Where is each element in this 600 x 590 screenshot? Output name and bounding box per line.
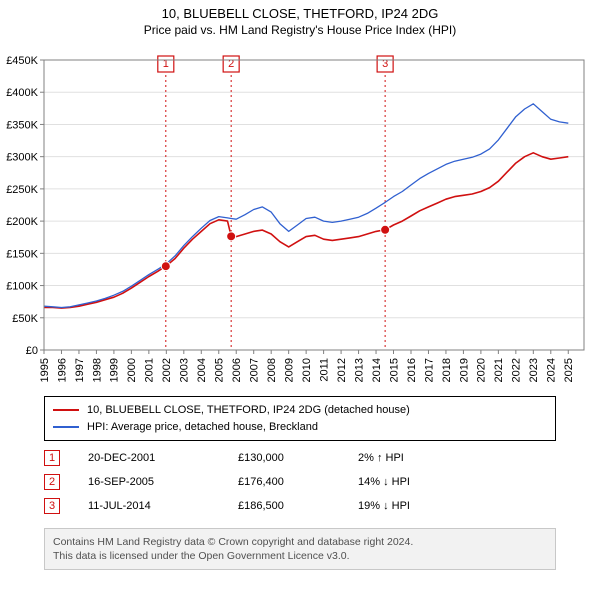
svg-text:2015: 2015 [388, 358, 400, 382]
chart-legend: 10, BLUEBELL CLOSE, THETFORD, IP24 2DG (… [44, 396, 556, 441]
footer-line: Contains HM Land Registry data © Crown c… [53, 535, 547, 549]
svg-text:1995: 1995 [39, 358, 51, 382]
chart-subtitle: Price paid vs. HM Land Registry's House … [0, 23, 600, 37]
svg-text:£450K: £450K [6, 55, 38, 67]
svg-text:1999: 1999 [109, 358, 121, 382]
transaction-price: £176,400 [238, 476, 358, 488]
chart-title: 10, BLUEBELL CLOSE, THETFORD, IP24 2DG [0, 6, 600, 21]
svg-text:2011: 2011 [318, 358, 330, 382]
svg-text:£150K: £150K [6, 248, 38, 260]
svg-text:1998: 1998 [91, 358, 103, 382]
svg-text:2017: 2017 [423, 358, 435, 382]
legend-label: 10, BLUEBELL CLOSE, THETFORD, IP24 2DG (… [87, 402, 410, 419]
svg-text:2018: 2018 [441, 358, 453, 382]
svg-text:2013: 2013 [353, 358, 365, 382]
legend-item-hpi: HPI: Average price, detached house, Brec… [53, 419, 547, 436]
svg-text:2021: 2021 [493, 358, 505, 382]
svg-text:1996: 1996 [56, 358, 68, 382]
transaction-date: 20-DEC-2001 [88, 452, 238, 464]
svg-text:2020: 2020 [476, 358, 488, 382]
svg-text:2016: 2016 [406, 358, 418, 382]
svg-text:2005: 2005 [214, 358, 226, 382]
transaction-price: £130,000 [238, 452, 358, 464]
chart-svg: £0 £50K £100K £150K £200K £250K £300K £350K £400… [0, 48, 600, 388]
svg-text:2012: 2012 [336, 358, 348, 382]
table-row: 1 20-DEC-2001 £130,000 2% ↑ HPI [44, 446, 556, 470]
table-row: 2 16-SEP-2005 £176,400 14% ↓ HPI [44, 470, 556, 494]
footer-attribution: Contains HM Land Registry data © Crown c… [44, 528, 556, 570]
legend-swatch [53, 426, 79, 428]
transaction-pct: 2% ↑ HPI [358, 452, 438, 464]
chart-area: £0 £50K £100K £150K £200K £250K £300K £350K £400… [0, 48, 600, 388]
svg-text:2008: 2008 [266, 358, 278, 382]
footer-line: This data is licensed under the Open Gov… [53, 549, 547, 563]
svg-text:2003: 2003 [179, 358, 191, 382]
svg-text:2023: 2023 [528, 358, 540, 382]
svg-text:2001: 2001 [144, 358, 156, 382]
svg-text:£400K: £400K [6, 87, 38, 99]
transaction-price: £186,500 [238, 500, 358, 512]
table-row: 3 11-JUL-2014 £186,500 19% ↓ HPI [44, 494, 556, 518]
legend-item-property: 10, BLUEBELL CLOSE, THETFORD, IP24 2DG (… [53, 402, 547, 419]
transaction-date: 11-JUL-2014 [88, 500, 238, 512]
svg-text:1997: 1997 [74, 358, 86, 382]
svg-text:2000: 2000 [126, 358, 138, 382]
svg-text:2014: 2014 [371, 358, 383, 382]
svg-text:2009: 2009 [284, 358, 296, 382]
svg-text:£200K: £200K [6, 216, 38, 228]
svg-text:2019: 2019 [458, 358, 470, 382]
svg-text:£300K: £300K [6, 152, 38, 164]
legend-label: HPI: Average price, detached house, Brec… [87, 419, 318, 436]
svg-text:2002: 2002 [161, 358, 173, 382]
transaction-pct: 14% ↓ HPI [358, 476, 438, 488]
legend-swatch [53, 409, 79, 411]
svg-text:£350K: £350K [6, 119, 38, 131]
transaction-date: 16-SEP-2005 [88, 476, 238, 488]
transaction-marker: 3 [44, 498, 60, 514]
svg-text:£50K: £50K [12, 313, 38, 325]
transactions-table: 1 20-DEC-2001 £130,000 2% ↑ HPI 2 16-SEP… [44, 446, 556, 518]
svg-text:2022: 2022 [511, 358, 523, 382]
transaction-pct: 19% ↓ HPI [358, 500, 438, 512]
svg-text:£250K: £250K [6, 184, 38, 196]
svg-text:2006: 2006 [231, 358, 243, 382]
transaction-marker: 2 [44, 474, 60, 490]
svg-text:£100K: £100K [6, 281, 38, 293]
svg-text:2007: 2007 [249, 358, 261, 382]
chart-titles: 10, BLUEBELL CLOSE, THETFORD, IP24 2DG P… [0, 0, 600, 37]
svg-text:2024: 2024 [546, 358, 558, 382]
svg-text:2025: 2025 [563, 358, 575, 382]
svg-text:2010: 2010 [301, 358, 313, 382]
transaction-marker: 1 [44, 450, 60, 466]
svg-text:2004: 2004 [196, 358, 208, 382]
svg-text:£0: £0 [26, 345, 38, 357]
